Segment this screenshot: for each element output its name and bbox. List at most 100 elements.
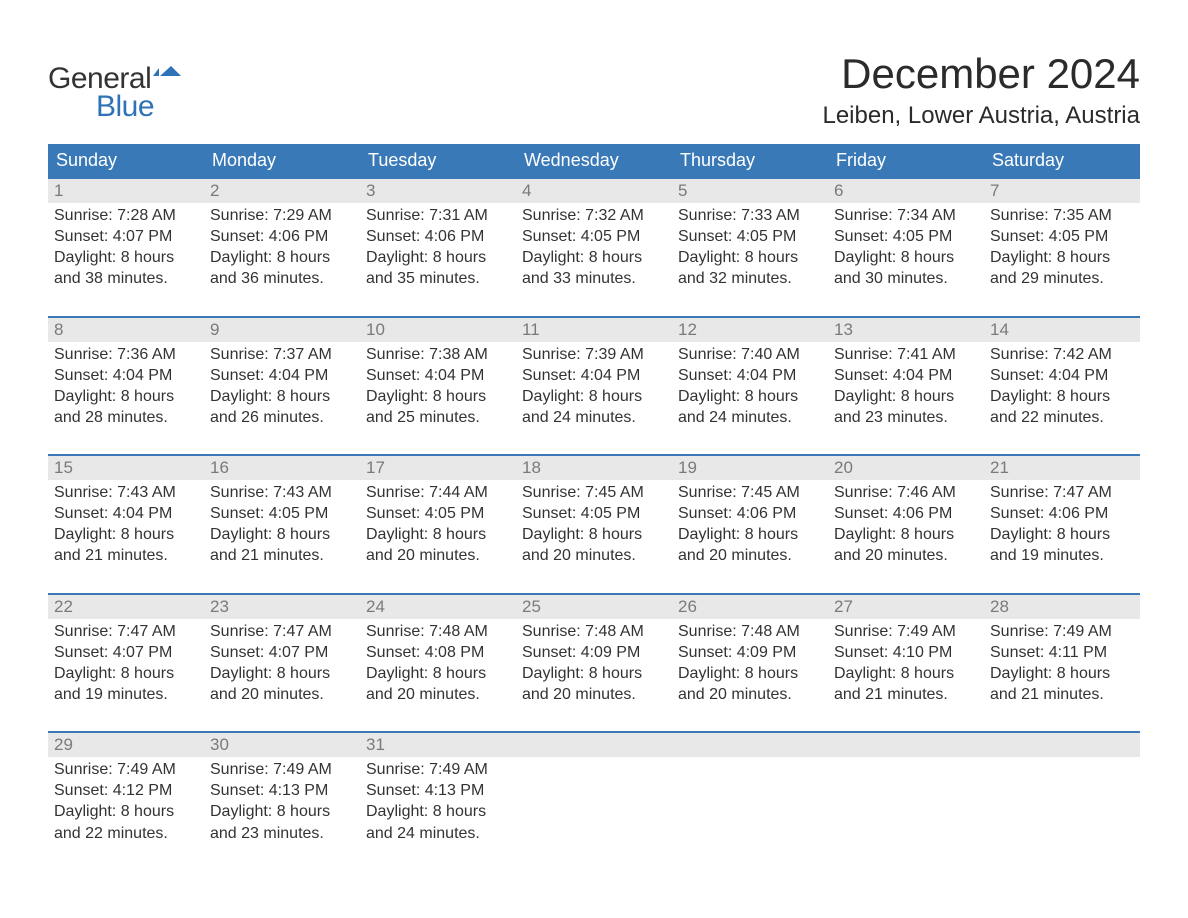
calendar-table: Sunday Monday Tuesday Wednesday Thursday… bbox=[48, 144, 1140, 870]
week-row: 8Sunrise: 7:36 AMSunset: 4:04 PMDaylight… bbox=[48, 317, 1140, 456]
daylight-line2: and 29 minutes. bbox=[990, 268, 1134, 289]
daylight-line2: and 22 minutes. bbox=[990, 407, 1134, 428]
day-cell: 3Sunrise: 7:31 AMSunset: 4:06 PMDaylight… bbox=[360, 178, 516, 317]
day-data: Sunrise: 7:49 AMSunset: 4:13 PMDaylight:… bbox=[204, 757, 360, 843]
sunset-line: Sunset: 4:05 PM bbox=[210, 503, 354, 524]
sunrise-line: Sunrise: 7:42 AM bbox=[990, 344, 1134, 365]
day-cell: 23Sunrise: 7:47 AMSunset: 4:07 PMDayligh… bbox=[204, 594, 360, 733]
day-cell: 31Sunrise: 7:49 AMSunset: 4:13 PMDayligh… bbox=[360, 732, 516, 870]
sunset-line: Sunset: 4:06 PM bbox=[366, 226, 510, 247]
sunset-line: Sunset: 4:09 PM bbox=[522, 642, 666, 663]
day-number: 25 bbox=[516, 595, 672, 619]
daylight-line1: Daylight: 8 hours bbox=[834, 386, 978, 407]
daylight-line1: Daylight: 8 hours bbox=[54, 524, 198, 545]
daylight-line1: Daylight: 8 hours bbox=[990, 524, 1134, 545]
day-cell: 14Sunrise: 7:42 AMSunset: 4:04 PMDayligh… bbox=[984, 317, 1140, 456]
daylight-line2: and 36 minutes. bbox=[210, 268, 354, 289]
daylight-line2: and 20 minutes. bbox=[834, 545, 978, 566]
sunset-line: Sunset: 4:04 PM bbox=[990, 365, 1134, 386]
day-data: Sunrise: 7:41 AMSunset: 4:04 PMDaylight:… bbox=[828, 342, 984, 428]
day-cell: 24Sunrise: 7:48 AMSunset: 4:08 PMDayligh… bbox=[360, 594, 516, 733]
day-number-empty bbox=[672, 733, 828, 757]
day-number-empty bbox=[984, 733, 1140, 757]
daylight-line2: and 20 minutes. bbox=[678, 684, 822, 705]
day-data-empty bbox=[672, 757, 828, 827]
sunrise-line: Sunrise: 7:49 AM bbox=[990, 621, 1134, 642]
daylight-line1: Daylight: 8 hours bbox=[54, 801, 198, 822]
sunrise-line: Sunrise: 7:49 AM bbox=[366, 759, 510, 780]
day-cell: 29Sunrise: 7:49 AMSunset: 4:12 PMDayligh… bbox=[48, 732, 204, 870]
daylight-line2: and 20 minutes. bbox=[210, 684, 354, 705]
weekday-header: Saturday bbox=[984, 144, 1140, 178]
day-number: 2 bbox=[204, 179, 360, 203]
weekday-header: Thursday bbox=[672, 144, 828, 178]
day-number: 7 bbox=[984, 179, 1140, 203]
day-number: 23 bbox=[204, 595, 360, 619]
daylight-line2: and 21 minutes. bbox=[54, 545, 198, 566]
daylight-line2: and 20 minutes. bbox=[522, 684, 666, 705]
daylight-line1: Daylight: 8 hours bbox=[210, 386, 354, 407]
sunset-line: Sunset: 4:04 PM bbox=[366, 365, 510, 386]
day-data: Sunrise: 7:36 AMSunset: 4:04 PMDaylight:… bbox=[48, 342, 204, 428]
daylight-line1: Daylight: 8 hours bbox=[54, 663, 198, 684]
day-number: 14 bbox=[984, 318, 1140, 342]
day-data: Sunrise: 7:49 AMSunset: 4:13 PMDaylight:… bbox=[360, 757, 516, 843]
sunrise-line: Sunrise: 7:49 AM bbox=[210, 759, 354, 780]
daylight-line2: and 38 minutes. bbox=[54, 268, 198, 289]
daylight-line1: Daylight: 8 hours bbox=[366, 663, 510, 684]
sunrise-line: Sunrise: 7:40 AM bbox=[678, 344, 822, 365]
sunrise-line: Sunrise: 7:47 AM bbox=[990, 482, 1134, 503]
sunrise-line: Sunrise: 7:47 AM bbox=[210, 621, 354, 642]
sunset-line: Sunset: 4:05 PM bbox=[522, 226, 666, 247]
day-number: 21 bbox=[984, 456, 1140, 480]
day-cell: 16Sunrise: 7:43 AMSunset: 4:05 PMDayligh… bbox=[204, 455, 360, 594]
daylight-line1: Daylight: 8 hours bbox=[834, 247, 978, 268]
day-number: 24 bbox=[360, 595, 516, 619]
sunset-line: Sunset: 4:05 PM bbox=[834, 226, 978, 247]
day-number: 31 bbox=[360, 733, 516, 757]
day-cell: 9Sunrise: 7:37 AMSunset: 4:04 PMDaylight… bbox=[204, 317, 360, 456]
weekday-header: Monday bbox=[204, 144, 360, 178]
sunset-line: Sunset: 4:04 PM bbox=[678, 365, 822, 386]
day-number: 30 bbox=[204, 733, 360, 757]
sunrise-line: Sunrise: 7:35 AM bbox=[990, 205, 1134, 226]
daylight-line2: and 24 minutes. bbox=[678, 407, 822, 428]
sunset-line: Sunset: 4:05 PM bbox=[522, 503, 666, 524]
sunset-line: Sunset: 4:04 PM bbox=[54, 503, 198, 524]
daylight-line1: Daylight: 8 hours bbox=[366, 386, 510, 407]
day-data-empty bbox=[516, 757, 672, 827]
sunrise-line: Sunrise: 7:43 AM bbox=[210, 482, 354, 503]
day-cell: 18Sunrise: 7:45 AMSunset: 4:05 PMDayligh… bbox=[516, 455, 672, 594]
daylight-line1: Daylight: 8 hours bbox=[678, 524, 822, 545]
daylight-line2: and 21 minutes. bbox=[990, 684, 1134, 705]
calendar-body: 1Sunrise: 7:28 AMSunset: 4:07 PMDaylight… bbox=[48, 178, 1140, 870]
day-data: Sunrise: 7:49 AMSunset: 4:12 PMDaylight:… bbox=[48, 757, 204, 843]
daylight-line1: Daylight: 8 hours bbox=[522, 663, 666, 684]
day-data: Sunrise: 7:42 AMSunset: 4:04 PMDaylight:… bbox=[984, 342, 1140, 428]
day-number: 19 bbox=[672, 456, 828, 480]
sunset-line: Sunset: 4:04 PM bbox=[54, 365, 198, 386]
day-data-empty bbox=[984, 757, 1140, 827]
day-cell: 30Sunrise: 7:49 AMSunset: 4:13 PMDayligh… bbox=[204, 732, 360, 870]
day-cell: 17Sunrise: 7:44 AMSunset: 4:05 PMDayligh… bbox=[360, 455, 516, 594]
day-cell: 5Sunrise: 7:33 AMSunset: 4:05 PMDaylight… bbox=[672, 178, 828, 317]
day-number: 22 bbox=[48, 595, 204, 619]
day-cell: 26Sunrise: 7:48 AMSunset: 4:09 PMDayligh… bbox=[672, 594, 828, 733]
day-data: Sunrise: 7:43 AMSunset: 4:04 PMDaylight:… bbox=[48, 480, 204, 566]
sunset-line: Sunset: 4:05 PM bbox=[990, 226, 1134, 247]
daylight-line2: and 20 minutes. bbox=[366, 684, 510, 705]
day-cell: 27Sunrise: 7:49 AMSunset: 4:10 PMDayligh… bbox=[828, 594, 984, 733]
daylight-line1: Daylight: 8 hours bbox=[366, 247, 510, 268]
sunrise-line: Sunrise: 7:29 AM bbox=[210, 205, 354, 226]
week-row: 22Sunrise: 7:47 AMSunset: 4:07 PMDayligh… bbox=[48, 594, 1140, 733]
page: General Blue December 2024 Leiben, Lower… bbox=[0, 0, 1188, 900]
sunrise-line: Sunrise: 7:34 AM bbox=[834, 205, 978, 226]
day-data-empty bbox=[828, 757, 984, 827]
day-number: 16 bbox=[204, 456, 360, 480]
logo-flag-icon bbox=[153, 66, 183, 93]
sunrise-line: Sunrise: 7:31 AM bbox=[366, 205, 510, 226]
day-data: Sunrise: 7:47 AMSunset: 4:07 PMDaylight:… bbox=[48, 619, 204, 705]
day-number: 17 bbox=[360, 456, 516, 480]
month-title: December 2024 bbox=[822, 50, 1140, 98]
daylight-line2: and 20 minutes. bbox=[678, 545, 822, 566]
